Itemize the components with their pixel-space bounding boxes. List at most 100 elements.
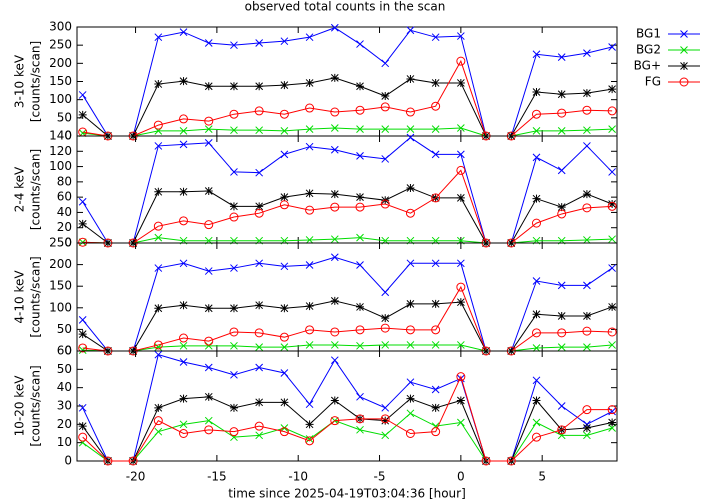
marker — [355, 202, 365, 212]
marker — [680, 30, 688, 38]
marker — [607, 405, 617, 415]
y-tick-label: 0 — [64, 344, 72, 358]
plot-area — [78, 133, 617, 248]
marker — [557, 425, 567, 435]
marker — [179, 394, 188, 403]
marker — [531, 109, 541, 119]
marker — [356, 193, 365, 202]
marker — [280, 369, 289, 377]
marker — [457, 32, 465, 40]
marker — [381, 314, 390, 323]
marker — [280, 262, 289, 271]
marker — [456, 56, 466, 66]
x-tick-label: -15 — [207, 470, 227, 484]
marker — [204, 116, 214, 126]
y-tick-label: 250 — [49, 38, 72, 52]
marker — [279, 427, 289, 437]
marker — [481, 456, 491, 466]
marker — [78, 237, 88, 247]
legend-label: FG — [645, 75, 661, 89]
marker — [532, 194, 541, 203]
marker — [583, 49, 591, 58]
marker — [406, 26, 415, 35]
series-line — [82, 412, 613, 462]
marker — [280, 150, 289, 159]
marker — [532, 376, 541, 385]
marker — [532, 396, 541, 405]
marker — [255, 126, 264, 135]
marker — [330, 396, 339, 405]
marker — [532, 153, 541, 162]
marker — [406, 125, 415, 133]
y-tick-label: 120 — [49, 144, 72, 158]
marker — [582, 105, 592, 115]
marker — [457, 341, 465, 349]
y-tick-label: 50 — [57, 322, 72, 336]
marker — [456, 396, 465, 405]
marker — [154, 142, 163, 150]
marker — [330, 202, 340, 212]
marker — [78, 219, 87, 228]
marker — [154, 187, 163, 196]
marker — [431, 193, 441, 203]
marker — [154, 427, 163, 436]
marker — [305, 189, 314, 198]
marker — [230, 370, 238, 379]
marker — [431, 125, 440, 133]
y-tick-label: 20 — [57, 417, 72, 431]
marker — [154, 403, 163, 412]
marker — [608, 125, 616, 133]
legend-label: BG2 — [636, 43, 661, 57]
marker — [179, 420, 188, 429]
marker — [406, 259, 415, 268]
marker — [356, 341, 364, 350]
marker — [229, 82, 238, 91]
marker — [431, 150, 440, 159]
y-tick-label: 150 — [49, 279, 72, 293]
y-axis-label: 4-10 keV — [13, 270, 27, 324]
marker — [255, 202, 264, 211]
marker — [583, 142, 591, 150]
marker — [330, 23, 339, 32]
marker — [280, 81, 289, 90]
y-axis-label: [counts/scan] — [29, 149, 43, 230]
marker — [305, 78, 314, 87]
marker — [431, 385, 440, 394]
marker — [381, 341, 390, 349]
marker — [405, 208, 415, 218]
marker — [330, 190, 339, 199]
marker — [230, 126, 238, 135]
marker — [330, 235, 339, 244]
marker — [128, 456, 138, 466]
marker — [582, 203, 592, 213]
marker — [457, 124, 465, 132]
marker — [608, 85, 617, 94]
plot-area — [78, 23, 617, 141]
marker — [381, 59, 390, 68]
marker — [380, 323, 390, 333]
marker — [557, 343, 566, 351]
marker — [405, 429, 415, 438]
marker — [255, 39, 264, 47]
marker — [229, 212, 239, 222]
y-tick-label: 80 — [57, 174, 72, 188]
marker — [305, 341, 314, 349]
y-tick-label: 0 — [64, 129, 72, 143]
marker — [78, 110, 87, 119]
marker — [582, 312, 591, 321]
marker — [608, 424, 616, 432]
marker — [607, 201, 617, 211]
y-tick-label: 0 — [64, 454, 72, 468]
marker — [356, 82, 365, 91]
marker — [356, 233, 364, 242]
marker — [254, 106, 264, 116]
series-line — [82, 300, 613, 352]
marker — [179, 301, 188, 310]
marker — [229, 403, 238, 412]
y-tick-label: 50 — [57, 110, 72, 124]
marker — [608, 341, 616, 349]
plot-area — [78, 350, 617, 466]
marker — [179, 341, 188, 350]
marker — [230, 264, 238, 272]
marker — [582, 424, 591, 432]
